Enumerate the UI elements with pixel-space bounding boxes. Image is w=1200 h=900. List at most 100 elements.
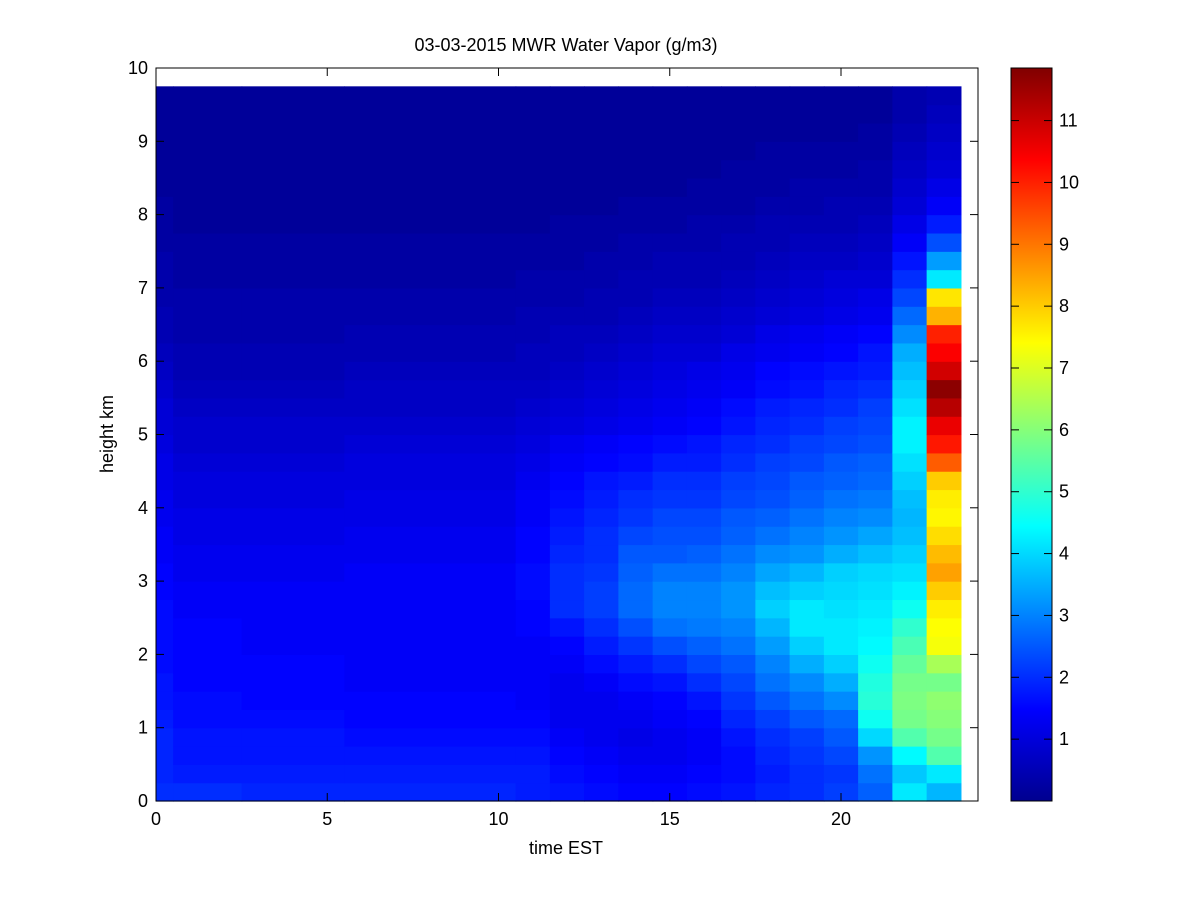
- heatmap-cell: [858, 177, 893, 197]
- heatmap-cell: [584, 251, 619, 271]
- heatmap-cell: [344, 232, 517, 252]
- heatmap-cell: [686, 617, 722, 637]
- heatmap-cell: [515, 86, 551, 106]
- heatmap-cell: [858, 287, 893, 307]
- heatmap-cell: [926, 709, 962, 729]
- heatmap-cell: [173, 434, 243, 454]
- heatmap-cell: [926, 544, 962, 564]
- x-tick-label: 5: [322, 809, 332, 829]
- heatmap-cell: [789, 746, 825, 765]
- heatmap-cell: [652, 177, 688, 197]
- heatmap-cell: [344, 599, 517, 619]
- heatmap-cell: [858, 232, 893, 252]
- heatmap-cell: [823, 544, 859, 564]
- heatmap-cell: [549, 177, 585, 197]
- heatmap-cell: [156, 654, 174, 674]
- heatmap-cell: [173, 654, 243, 674]
- heatmap-cell: [858, 727, 893, 747]
- heatmap-cell: [584, 709, 619, 729]
- heatmap-cell: [755, 141, 791, 161]
- heatmap-cell: [618, 232, 654, 252]
- heatmap-cell: [156, 727, 174, 747]
- heatmap-cell: [584, 636, 619, 655]
- heatmap-cell: [858, 324, 893, 344]
- heatmap-cell: [618, 416, 654, 436]
- heatmap-cell: [789, 434, 825, 454]
- heatmap-cell: [721, 324, 756, 344]
- heatmap-cell: [652, 672, 688, 692]
- heatmap-cell: [515, 452, 551, 472]
- heatmap-cell: [652, 691, 688, 710]
- heatmap-cell: [156, 122, 174, 142]
- heatmap-cell: [549, 544, 585, 564]
- heatmap-cell: [584, 196, 619, 216]
- heatmap-cell: [241, 452, 345, 472]
- heatmap-cell: [549, 104, 585, 124]
- heatmap-cell: [515, 342, 551, 362]
- heatmap-cell: [618, 177, 654, 197]
- heatmap-cell: [892, 782, 928, 802]
- heatmap-cell: [173, 86, 243, 106]
- heatmap-cell: [755, 636, 791, 655]
- heatmap-cell: [686, 379, 722, 399]
- heatmap-cell: [584, 232, 619, 252]
- heatmap-cell: [892, 764, 928, 784]
- heatmap-cell: [156, 306, 174, 326]
- heatmap-cell: [652, 617, 688, 637]
- heatmap-cell: [549, 287, 585, 307]
- heatmap-cell: [823, 691, 859, 710]
- heatmap-cell: [858, 86, 893, 106]
- heatmap-cell: [823, 251, 859, 271]
- heatmap-cell: [823, 727, 859, 747]
- heatmap-cell: [515, 709, 551, 729]
- heatmap-cell: [618, 269, 654, 289]
- heatmap-cell: [652, 379, 688, 399]
- heatmap-cell: [618, 562, 654, 582]
- heatmap-cell: [618, 727, 654, 747]
- heatmap-cell: [173, 416, 243, 436]
- heatmap-cell: [156, 489, 174, 509]
- heatmap-cell: [892, 691, 928, 710]
- heatmap-cell: [926, 727, 962, 747]
- heatmap-cell: [515, 581, 551, 601]
- heatmap-cell: [344, 617, 517, 637]
- heatmap-cell: [515, 379, 551, 399]
- heatmap-cell: [618, 104, 654, 124]
- heatmap-cell: [926, 507, 962, 527]
- heatmap-cell: [618, 709, 654, 729]
- heatmap-cell: [156, 177, 174, 197]
- heatmap-cell: [173, 599, 243, 619]
- heatmap-cell: [549, 251, 585, 271]
- colorbar: [1011, 68, 1052, 801]
- heatmap-cell: [515, 416, 551, 436]
- heatmap-cell: [926, 654, 962, 674]
- heatmap-cell: [858, 691, 893, 710]
- heatmap-cell: [652, 287, 688, 307]
- heatmap-cell: [858, 306, 893, 326]
- heatmap-cell: [241, 544, 345, 564]
- heatmap-cell: [344, 507, 517, 527]
- heatmap-cell: [173, 562, 243, 582]
- heatmap-cell: [173, 617, 243, 637]
- heatmap-cell: [652, 251, 688, 271]
- heatmap-cell: [618, 86, 654, 106]
- heatmap-cell: [686, 562, 722, 582]
- heatmap-cell: [584, 691, 619, 710]
- heatmap-cell: [618, 196, 654, 216]
- heatmap-cell: [823, 214, 859, 234]
- heatmap-cell: [892, 636, 928, 655]
- heatmap-cell: [892, 104, 928, 124]
- heatmap-cell: [755, 746, 791, 765]
- heatmap-cell: [858, 489, 893, 509]
- heatmap-cell: [549, 526, 585, 546]
- heatmap-cell: [721, 709, 756, 729]
- heatmap-cell: [173, 141, 243, 161]
- heatmap-cell: [926, 251, 962, 271]
- heatmap-cell: [789, 544, 825, 564]
- heatmap-cell: [892, 159, 928, 179]
- heatmap-cell: [721, 691, 756, 710]
- heatmap-cell: [721, 746, 756, 765]
- heatmap-cell: [926, 599, 962, 619]
- heatmap-cell: [926, 764, 962, 784]
- heatmap-cell: [755, 562, 791, 582]
